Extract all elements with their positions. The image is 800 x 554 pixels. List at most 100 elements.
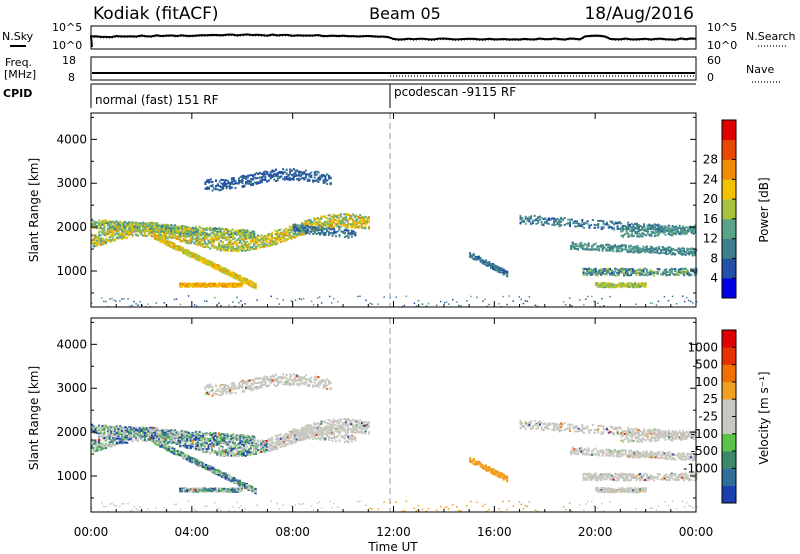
power-echo-cell [214,227,217,230]
power-echo-cell [292,226,295,229]
power-echo-cell [567,218,570,221]
power-echo-cell [340,230,343,233]
power-echo-cell [271,174,274,177]
power-echo-cell [173,298,176,301]
power-echo-cell [203,259,206,261]
power-echo-cell [662,271,664,274]
power-echo-cell [112,228,115,231]
power-echo-cell [283,229,286,232]
power-echo-cell [230,285,233,288]
power-echo-cell [602,222,605,225]
power-echo-cell [636,231,639,233]
power-echo-cell [92,220,95,223]
power-echo-cell [320,224,323,227]
power-echo-cell [329,228,332,231]
power-echo-cell [686,248,689,251]
power-echo-cell [252,174,255,177]
power-echo-cell [614,270,617,273]
nave-label: Nave [746,63,774,76]
power-echo-cell [251,245,254,248]
power-echo-cell [591,269,594,272]
power-echo-cell [198,257,201,260]
power-echo-cell [620,234,623,237]
power-echo-cell [306,225,309,228]
power-echo-cell [92,234,95,237]
power-echo-cell [292,235,295,238]
power-echo-cell [212,238,215,241]
power-echo-cell [233,249,236,252]
power-echo-cell [271,176,274,178]
power-echo-cell [209,232,212,235]
power-echo-cell [560,224,563,227]
power-echo-cell [292,178,295,181]
power-echo-cell [296,178,299,181]
power-echo-cell [199,256,202,259]
power-echo-cell [331,221,333,224]
power-echo-cell [283,237,286,240]
power-echo-cell [346,221,349,224]
power-echo-cell [126,233,129,236]
power-echo-cell [262,238,265,241]
power-echo-cell [223,283,226,286]
power-echo-cell [238,182,240,185]
power-echo-cell [195,229,198,232]
power-echo-cell [260,178,263,181]
power-echo-cell [239,232,242,235]
power-echo-cell [219,283,222,285]
power-echo-cell [634,284,636,286]
power-echo-cell [106,223,109,226]
power-echo-cell [260,180,263,183]
power-echo-cell [561,218,564,221]
power-echo-cell [637,272,640,275]
power-echo-cell [92,227,95,229]
power-echo-cell [299,228,302,231]
power-echo-cell [198,241,201,244]
power-echo-cell [242,232,245,235]
power-echo-cell [591,273,594,276]
power-echo-cell [670,248,673,251]
power-echo-cell [228,234,231,237]
power-echo-cell [583,222,586,225]
power-echo-cell [165,234,168,237]
power-echo-cell [99,241,102,244]
power-echo-cell [298,177,300,180]
power-echo-cell [276,173,279,176]
power-echo-cell [633,270,636,273]
power-echo-cell [361,223,363,226]
power-echo-cell [309,222,312,225]
power-echo-cell [271,239,273,242]
power-echo-cell [256,240,259,243]
power-echo-cell [651,249,654,252]
power-echo-cell [644,267,647,270]
power-echo-cell [181,235,183,238]
power-echo-cell [173,233,176,236]
power-echo-cell [474,256,477,259]
power-echo-cell [299,233,302,236]
power-echo-cell [624,246,627,249]
power-echo-cell [648,224,651,227]
power-echo-cell [352,230,355,233]
power-echo-cell [241,174,244,177]
power-echo-cell [119,232,122,235]
power-echo-cell [108,230,111,233]
power-echo-cell [233,272,236,275]
power-echo-cell [143,227,146,230]
power-echo-cell [249,246,252,249]
power-echo-cell [581,223,584,226]
power-echo-cell [253,236,256,238]
power-echo-cell [499,267,502,270]
power-echo-cell [324,177,327,179]
power-echo-cell [203,228,206,231]
power-echo-cell [188,228,191,231]
power-echo-cell [539,215,541,218]
power-echo-cell [623,224,626,227]
power-echo-cell [472,254,475,257]
power-echo-cell [303,229,306,232]
power-echo-cell [250,174,253,176]
power-echo-cell [185,253,188,256]
power-echo-cell [302,297,305,300]
power-echo-cell [299,178,302,181]
power-echo-cell [310,225,313,228]
power-echo-cell [617,245,620,248]
